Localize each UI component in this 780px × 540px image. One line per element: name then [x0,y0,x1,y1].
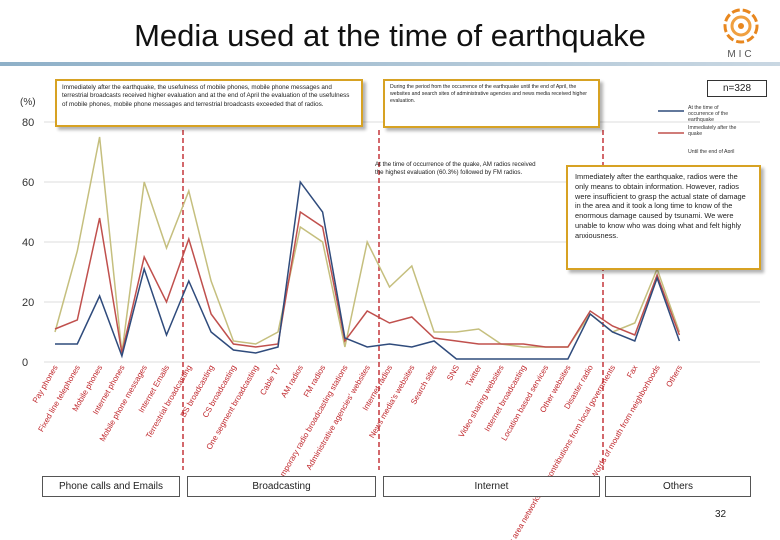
x-tick-label: Fixed line telephones [36,364,82,434]
y-tick-label: 0 [22,357,28,369]
x-tick-label: Fax [625,364,639,380]
legend-label: Immediately after the quake [688,125,737,137]
y-tick-label: 40 [22,237,34,249]
group-label-others: Others [605,476,751,497]
series-line-0 [55,180,681,360]
mic-logo-icon [723,8,759,44]
legend-label: Until the end of April [688,149,734,153]
page-title: Media used at the time of earthquake [134,18,646,53]
y-tick-label: 60 [22,177,34,189]
group-label-broadcasting: Broadcasting [187,476,376,497]
group-label-phone-email: Phone calls and Emails [42,476,180,497]
sample-size-badge: n=328 [707,80,767,97]
page-number: 32 [715,509,727,520]
note-websites: During the period from the occurrence of… [383,79,600,128]
y-tick-label: 80 [22,117,34,129]
legend-label: At the time of occurrence of the earthquak… [688,105,728,123]
note-mobile-phones: Immediately after the earthquake, the us… [55,79,363,127]
note-radio-limits: Immediately after the earthquake, radios… [566,165,761,270]
note-am-radios: At the time of occurrence of the quake, … [375,161,536,177]
series-line-1 [54,210,681,354]
x-tick-label: SNS [445,364,461,383]
x-tick-label: Twitter [464,363,484,388]
y-axis-unit: (%) [20,97,36,108]
logo-text: MIC [727,49,755,60]
title-divider [0,62,780,66]
y-tick-label: 20 [22,297,34,309]
x-tick-label: Cable TV [258,363,283,397]
x-tick-label: Internet broadcasting [483,364,528,434]
x-tick-label: Others [664,364,684,389]
chart-legend: At the time of occurrence of the earthquak… [658,105,737,153]
group-label-internet: Internet [383,476,600,497]
